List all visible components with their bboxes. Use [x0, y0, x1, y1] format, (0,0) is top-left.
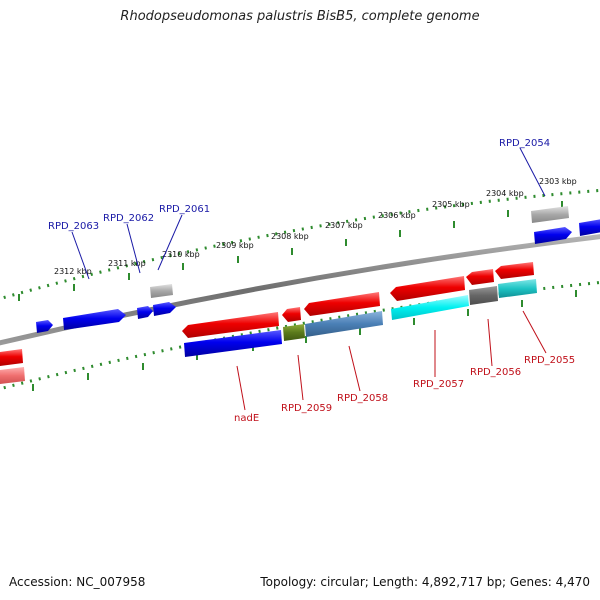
gene-label-rpd-2063: RPD_2063 — [48, 221, 99, 232]
leader-lines-top — [71, 147, 546, 280]
kbp-label: 2311 kbp — [108, 259, 146, 268]
gene-arrow-rpd-2063[interactable] — [63, 309, 126, 330]
genome-title: Rhodopseudomonas palustris BisB5, comple… — [120, 9, 480, 24]
gene-arrow-red[interactable] — [495, 262, 534, 279]
gene-arrow-blue[interactable] — [579, 219, 600, 236]
gene-arrow-red[interactable] — [466, 269, 494, 285]
gene-arrow-blue[interactable] — [153, 302, 176, 316]
gene-arrow-pink[interactable] — [0, 367, 25, 384]
gene-label-rpd-2058: RPD_2058 — [337, 393, 388, 404]
gene-label-rpd-2056: RPD_2056 — [470, 367, 521, 378]
kbp-label: 2306 kbp — [378, 211, 416, 220]
gene-label-rpd-2059: RPD_2059 — [281, 403, 332, 414]
kbp-label: 2309 kbp — [216, 241, 254, 250]
bottom-gene-labels: RPD_2055 RPD_2056 RPD_2057 RPD_2058 RPD_… — [234, 355, 575, 424]
bottom-genes[interactable] — [0, 262, 537, 384]
gene-arrow-red[interactable] — [0, 349, 23, 366]
gene-label-rpd-2062: RPD_2062 — [103, 213, 154, 224]
kbp-label: 2310 kbp — [162, 250, 200, 259]
kbp-label: 2308 kbp — [271, 232, 309, 241]
gene-label-rpd-2055: RPD_2055 — [524, 355, 575, 366]
gene-arrow-blue[interactable] — [534, 227, 572, 244]
gene-arrow-rpd-2061[interactable] — [150, 284, 173, 298]
gene-arrow-blue[interactable] — [36, 320, 53, 333]
gene-label-rpd-2054: RPD_2054 — [499, 138, 550, 149]
gene-arrow-nade[interactable] — [184, 330, 282, 357]
kbp-label: 2305 kbp — [432, 200, 470, 209]
gene-arrow-rpd-2058[interactable] — [305, 311, 383, 337]
gene-label-rpd-2061: RPD_2061 — [159, 204, 210, 215]
top-gene-labels: RPD_2054 RPD_2061 RPD_2062 RPD_2063 — [48, 138, 550, 232]
gene-arrow-rpd-2057[interactable] — [391, 295, 469, 320]
kbp-label: 2307 kbp — [325, 221, 363, 230]
kbp-label: 2303 kbp — [539, 177, 577, 186]
gene-arrow-rpd-2054[interactable] — [531, 206, 569, 223]
gene-arrow-red[interactable] — [182, 312, 279, 338]
inner-scale-ticks — [32, 290, 577, 391]
genome-summary-text: Topology: circular; Length: 4,892,717 bp… — [260, 575, 590, 589]
gene-arrow-red[interactable] — [390, 276, 465, 301]
gene-arrow-rpd-2055[interactable] — [498, 279, 537, 298]
gene-arrow-rpd-2062[interactable] — [137, 306, 153, 319]
gene-label-nade: nadE — [234, 413, 259, 424]
top-genes[interactable] — [36, 206, 600, 333]
kbp-label: 2304 kbp — [486, 189, 524, 198]
kbp-label: 2312 kbp — [54, 267, 92, 276]
gene-label-rpd-2057: RPD_2057 — [413, 379, 464, 390]
gene-arrow-rpd-2059[interactable] — [283, 324, 305, 341]
kbp-labels: 2303 kbp 2304 kbp 2305 kbp 2306 kbp 2307… — [54, 177, 577, 276]
gene-arrow-red[interactable] — [304, 292, 380, 316]
gene-arrow-red[interactable] — [282, 307, 301, 322]
gene-arrow-rpd-2056[interactable] — [469, 286, 498, 305]
leader-lines-bottom — [236, 310, 547, 411]
accession-text: Accession: NC_007958 — [9, 575, 146, 589]
